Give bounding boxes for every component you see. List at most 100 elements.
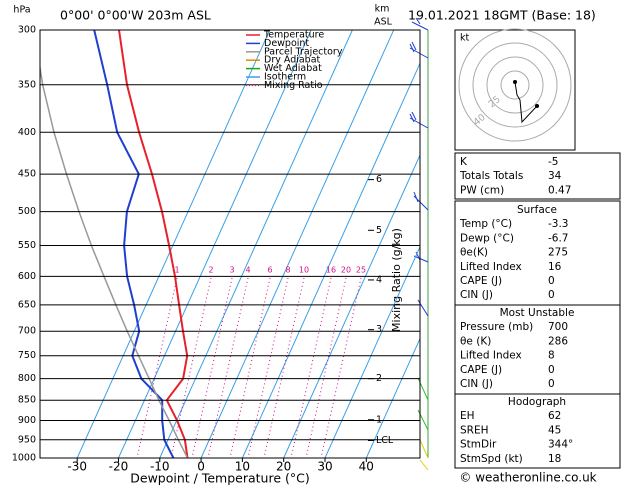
mixing-ratio-line	[263, 277, 305, 458]
y2-label: Mixing Ratio (g/kg)	[390, 228, 403, 332]
legend-label: Mixing Ratio	[264, 80, 323, 91]
isotherm	[159, 30, 353, 458]
mixing-ratio-label: 20	[341, 266, 351, 275]
chart-title: 0°00' 0°00'W 203m ASL	[60, 8, 211, 23]
table-value: -6.7	[548, 232, 569, 244]
table-key: Pressure (mb)	[460, 321, 533, 333]
table-key: K	[460, 156, 468, 168]
y-tick-label: 1000	[12, 453, 36, 464]
table-key: CAPE (J)	[460, 364, 502, 376]
table-value: 0	[548, 378, 555, 390]
mixing-ratio-line	[305, 277, 347, 458]
mixing-ratio-label: 1	[174, 266, 179, 275]
x-tick-label: -20	[109, 460, 129, 474]
table-title: Hodograph	[508, 396, 566, 408]
y-tick-label: 450	[18, 169, 36, 180]
table-value: -5	[548, 156, 558, 168]
legend-label: Parcel Trajectory	[264, 46, 343, 57]
legend-label: Dry Adiabat	[264, 55, 321, 66]
table-key: Totals Totals	[459, 170, 523, 182]
mixing-ratio-label: 25	[356, 266, 366, 275]
table-value: 286	[548, 335, 568, 347]
table-key: StmDir	[460, 439, 497, 451]
table-key: EH	[460, 410, 475, 422]
profile-line	[118, 30, 189, 458]
km-tick-label: 3	[376, 324, 382, 335]
mixing-ratio-label: 2	[208, 266, 213, 275]
y-tick-label: 850	[18, 395, 36, 406]
mixing-ratio-line	[170, 277, 212, 458]
x-tick-label: 20	[276, 460, 291, 474]
y-tick-label: 600	[18, 271, 36, 282]
x-tick-label: -30	[67, 460, 87, 474]
table-key: Lifted Index	[460, 350, 522, 362]
table-value: 0.47	[548, 184, 571, 196]
plot-frame	[39, 29, 421, 459]
table-value: 62	[548, 410, 561, 422]
km-unit: km	[375, 4, 390, 15]
isotherm	[283, 153, 420, 458]
mixing-ratio-line	[290, 277, 332, 458]
y-tick-label: 950	[18, 434, 36, 445]
x-tick-label: 30	[317, 460, 332, 474]
mixing-ratio-label: 10	[299, 266, 309, 275]
y-tick-label: 500	[18, 206, 36, 217]
table-key: CAPE (J)	[460, 275, 502, 287]
km-tick-label: 5	[376, 225, 382, 236]
isotherm	[200, 30, 395, 458]
table-value: 0	[548, 275, 555, 287]
y-tick-label: 550	[18, 240, 36, 251]
mixing-ratio-line	[247, 277, 289, 458]
isotherm	[241, 62, 420, 458]
y-tick-label: 400	[18, 127, 36, 138]
table-key: θe (K)	[460, 335, 491, 347]
mixing-ratio-line	[191, 277, 233, 458]
hodograph-point	[535, 104, 539, 108]
table-key: SREH	[460, 424, 489, 436]
table-key: θe(K)	[460, 247, 488, 259]
km-tick-label: 4	[376, 274, 382, 285]
legend-label: Dewpoint	[264, 38, 309, 49]
y-unit: hPa	[13, 5, 30, 16]
x-tick-label: 40	[359, 460, 374, 474]
isotherm	[118, 30, 312, 458]
hodograph-point	[513, 80, 517, 84]
table-boxes	[454, 152, 621, 469]
footer: © weatheronline.co.uk	[459, 471, 596, 485]
y-tick-label: 750	[18, 350, 36, 361]
hodograph-rings	[458, 28, 572, 142]
table-value: 700	[548, 321, 568, 333]
y-tick-label: 300	[18, 25, 36, 36]
mixing-ratio-line	[207, 277, 249, 458]
legend-label: Temperature	[263, 30, 324, 41]
legend-label: Isotherm	[264, 72, 306, 83]
mixing-ratio-label: 8	[285, 266, 290, 275]
table-value: -3.3	[548, 218, 569, 230]
table-title: Surface	[517, 204, 557, 216]
legend-label: Wet Adiabat	[264, 63, 322, 74]
table-value: 18	[548, 453, 561, 465]
isotherm	[365, 337, 420, 458]
km-tick-label: 6	[376, 174, 382, 185]
km-tick-label: 2	[376, 373, 382, 384]
chart-date: 19.01.2021 18GMT (Base: 18)	[408, 8, 596, 23]
hodograph-unit: kt	[460, 33, 470, 44]
table-value: 34	[548, 170, 562, 182]
table-value: 16	[548, 261, 562, 273]
table-value: 275	[548, 247, 568, 259]
isotherm	[324, 245, 420, 458]
mixing-ratio-label: 6	[267, 266, 272, 275]
mixing-ratio-label: 16	[326, 266, 336, 275]
y-tick-label: 350	[18, 79, 36, 90]
km-sub: ASL	[374, 17, 393, 28]
table-key: Temp (°C)	[459, 218, 512, 230]
x-tick-label: -10	[150, 460, 170, 474]
isotherm	[76, 30, 271, 458]
mixing-ratio-line	[229, 277, 271, 458]
table-key: PW (cm)	[460, 184, 504, 196]
mixing-ratio-label: 3	[229, 266, 234, 275]
table-key: Dewp (°C)	[460, 232, 514, 244]
hodograph-box	[454, 29, 576, 151]
y-tick-label: 650	[18, 299, 36, 310]
